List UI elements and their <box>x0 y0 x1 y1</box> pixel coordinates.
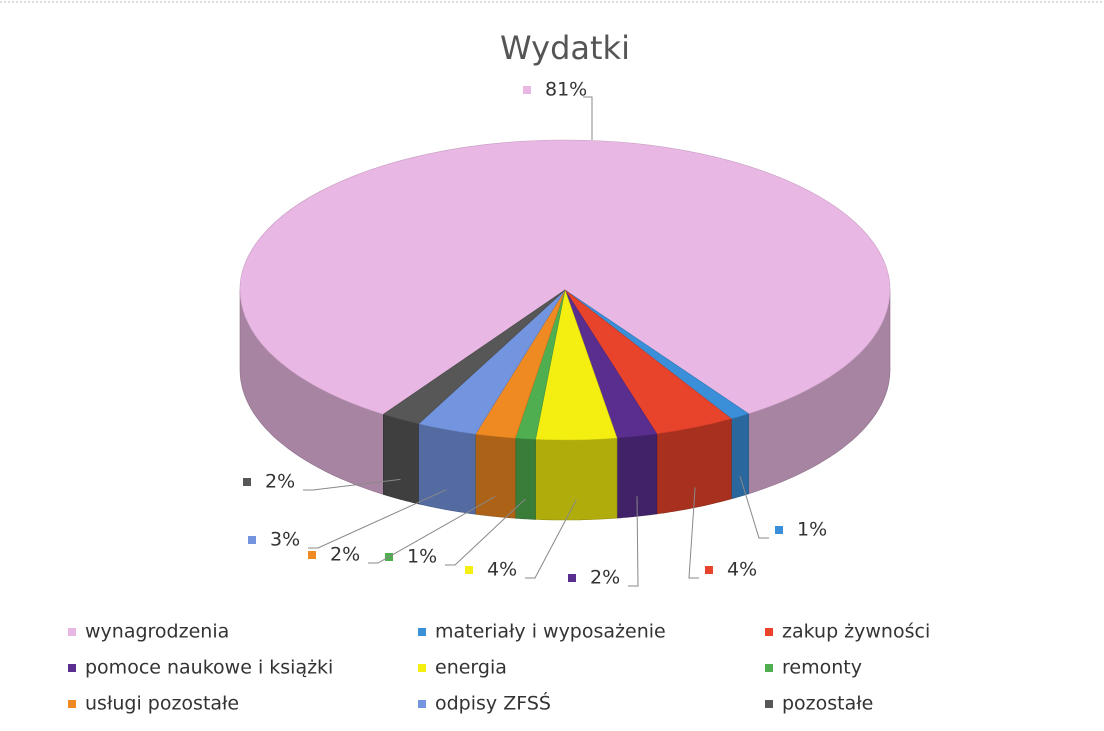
data-label: 2% <box>265 471 295 493</box>
legend-label: zakup żywności <box>782 621 930 643</box>
slice-side <box>731 413 749 500</box>
legend-swatch <box>68 700 76 708</box>
label-marker <box>308 551 316 559</box>
legend-swatch <box>765 628 773 636</box>
data-label: 4% <box>727 559 757 581</box>
legend-label: wynagrodzenia <box>85 621 229 643</box>
data-label: 4% <box>487 559 517 581</box>
slice <box>239 139 891 415</box>
label-marker <box>243 478 251 486</box>
legend-swatch <box>418 628 426 636</box>
slice-side <box>475 433 516 519</box>
label-marker <box>248 536 256 544</box>
data-label: 3% <box>270 529 300 551</box>
legend-swatch <box>765 700 773 708</box>
leader-line <box>688 487 699 579</box>
legend-label: remonty <box>782 657 862 679</box>
leader-line <box>628 496 639 587</box>
legend-label: materiały i wyposażenie <box>435 621 666 643</box>
leader-line <box>308 489 447 549</box>
legend-swatch <box>418 700 426 708</box>
legend-swatch <box>765 664 773 672</box>
leader-line <box>303 478 401 491</box>
slice-side <box>515 437 536 520</box>
legend-swatch <box>68 664 76 672</box>
label-marker <box>775 526 783 534</box>
leader-line <box>739 476 769 539</box>
label-marker <box>568 574 576 582</box>
data-label: 1% <box>407 546 437 568</box>
legend-label: energia <box>435 657 507 679</box>
legend-label: pozostałe <box>782 693 873 715</box>
data-label: 81% <box>545 79 587 101</box>
leader-line <box>525 499 577 579</box>
data-label: 2% <box>590 567 620 589</box>
legend-swatch <box>418 664 426 672</box>
leader-line <box>368 496 496 564</box>
label-marker <box>465 566 473 574</box>
legend-swatch <box>68 628 76 636</box>
slice-side <box>418 423 476 515</box>
slice-side <box>535 437 618 521</box>
legend-label: pomoce naukowe i książki <box>85 657 333 679</box>
data-label: 1% <box>797 519 827 541</box>
chart-title: Wydatki <box>500 29 630 67</box>
slice-side <box>383 414 419 505</box>
label-marker <box>523 86 531 94</box>
data-label: 2% <box>330 544 360 566</box>
legend-label: odpisy ZFSŚ <box>435 691 551 715</box>
leader-line <box>445 498 526 566</box>
legend-label: usługi pozostałe <box>85 693 239 715</box>
slice <box>382 289 566 425</box>
leader-line <box>583 96 593 140</box>
label-marker <box>705 566 713 574</box>
